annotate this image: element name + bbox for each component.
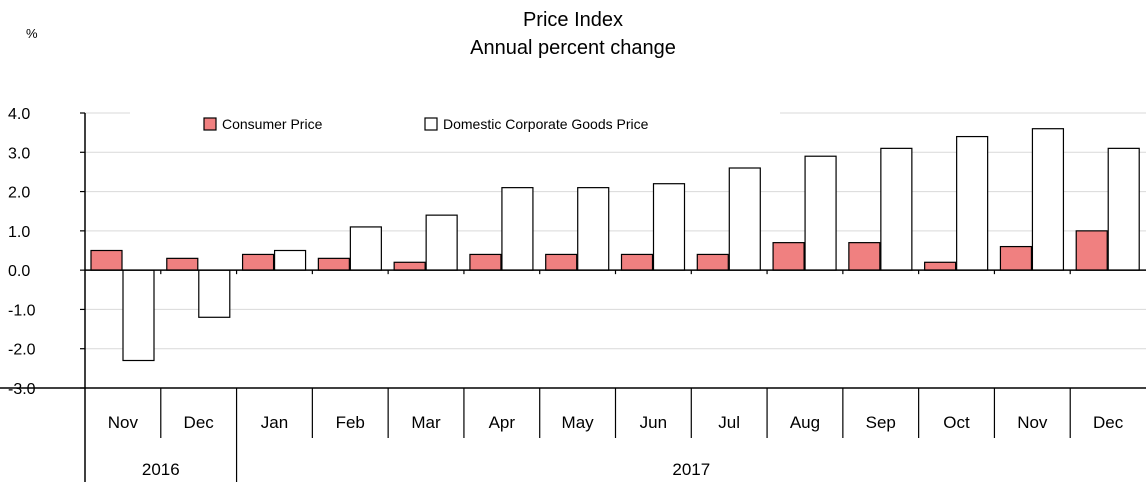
bar (924, 261, 957, 271)
bar (469, 253, 502, 271)
legend-swatch (424, 117, 438, 131)
category-label: Dec (184, 413, 215, 432)
y-tick-label: 4.0 (8, 106, 30, 123)
bar (652, 183, 686, 271)
legend-swatch (203, 117, 217, 131)
category-label: Feb (336, 413, 365, 432)
legend-label: Domestic Corporate Goods Price (443, 116, 649, 132)
category-label: Nov (1017, 413, 1048, 432)
bar (501, 187, 534, 271)
bar (577, 187, 610, 271)
bar (728, 167, 761, 271)
bar (166, 257, 199, 271)
bar (425, 214, 458, 271)
bar (90, 249, 123, 271)
bar (696, 253, 729, 271)
category-label: May (562, 413, 595, 432)
chart-title: Price Index (522, 9, 624, 31)
chart-subtitle: Annual percent change (470, 37, 676, 59)
bar (956, 135, 989, 271)
y-tick-label: -3.0 (8, 381, 36, 398)
bar (273, 249, 307, 271)
bar (999, 245, 1033, 271)
bar (1107, 147, 1140, 271)
category-label: Sep (866, 413, 896, 432)
category-label: Apr (489, 413, 516, 432)
year-label: 2017 (672, 460, 710, 479)
category-label: Aug (790, 413, 820, 432)
bar (1031, 128, 1065, 271)
category-label: Jul (718, 413, 740, 432)
category-label: Jan (261, 413, 288, 432)
y-unit-label: % (26, 26, 38, 41)
bar (349, 226, 382, 271)
bar (848, 242, 881, 271)
legend-background (130, 102, 780, 126)
bar (122, 269, 155, 362)
bar (804, 155, 837, 271)
y-tick-label: 3.0 (8, 145, 30, 162)
bar (880, 147, 913, 271)
legend-label: Consumer Price (222, 116, 323, 132)
bar (772, 242, 805, 271)
bar (545, 253, 578, 271)
category-label: Jun (640, 413, 667, 432)
year-label: 2016 (142, 460, 180, 479)
category-label: Mar (411, 413, 441, 432)
y-tick-label: -2.0 (8, 342, 36, 359)
bar (317, 257, 350, 271)
bar (393, 261, 426, 271)
y-tick-label: 1.0 (8, 224, 30, 241)
bar (620, 253, 654, 271)
category-label: Dec (1093, 413, 1124, 432)
bar (241, 253, 275, 271)
y-tick-label: -1.0 (8, 302, 36, 319)
category-label: Oct (943, 413, 970, 432)
category-label: Nov (108, 413, 139, 432)
bar (198, 269, 231, 318)
y-tick-label: 2.0 (8, 185, 30, 202)
chart-title-block: Price Index Annual percent change (0, 6, 1146, 62)
y-tick-label: 0.0 (8, 263, 30, 280)
bar (1075, 230, 1108, 271)
